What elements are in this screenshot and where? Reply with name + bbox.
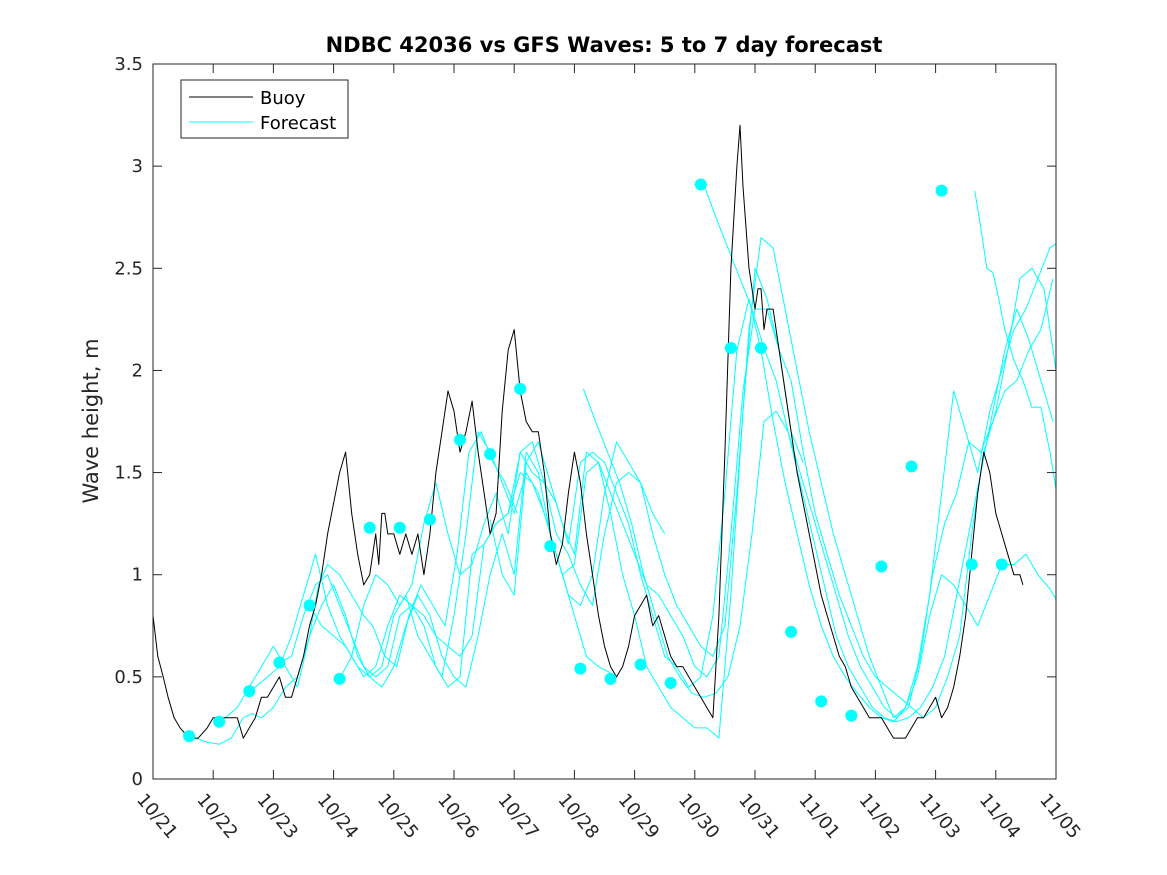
forecast-start-marker: [785, 625, 798, 638]
legend-buoy-label: Buoy: [260, 88, 306, 109]
forecast-start-marker: [514, 382, 527, 395]
y-tick-label: 0.5: [114, 667, 143, 688]
y-tick-label: 3: [132, 156, 143, 177]
forecast-start-marker: [935, 184, 948, 197]
forecast-start-marker: [724, 341, 737, 354]
chart-title: NDBC 42036 vs GFS Waves: 5 to 7 day fore…: [326, 33, 883, 57]
forecast-start-marker: [484, 448, 497, 461]
forecast-start-marker: [574, 662, 587, 675]
forecast-series-line: [703, 184, 1054, 723]
forecast-series-line: [974, 190, 1057, 489]
forecast-start-marker: [875, 560, 888, 573]
forecast-series-line: [309, 267, 1057, 719]
y-tick-label: 1: [132, 565, 143, 586]
forecast-series-line: [243, 441, 666, 692]
forecast-start-marker: [845, 709, 858, 722]
y-tick-label: 2.5: [114, 258, 143, 279]
forecast-start-marker: [965, 558, 978, 571]
legend-forecast-label: Forecast: [260, 113, 336, 134]
y-tick-label: 0: [132, 769, 143, 790]
forecast-start-marker: [664, 676, 677, 689]
forecast-start-marker: [815, 695, 828, 708]
y-tick-label: 1.5: [114, 463, 143, 484]
forecast-start-marker: [905, 460, 918, 473]
legend-box: [180, 79, 349, 139]
forecast-start-marker: [423, 513, 436, 526]
forecast-series-line: [213, 451, 611, 723]
forecast-start-marker: [544, 540, 557, 553]
series-layer: [152, 124, 1057, 745]
forecast-start-marker: [995, 558, 1008, 571]
y-axis-label: Wave height, m: [79, 338, 103, 503]
forecast-start-marker: [333, 672, 346, 685]
forecast-start-marker: [243, 685, 256, 698]
forecast-start-marker: [363, 521, 376, 534]
forecast-start-marker: [454, 433, 467, 446]
forecast-start-marker: [634, 658, 647, 671]
forecast-start-marker: [393, 521, 406, 534]
marker-layer: [183, 178, 1008, 743]
forecast-series-line: [582, 278, 1054, 719]
forecast-start-marker: [694, 178, 707, 191]
y-tick-label: 3.5: [114, 54, 143, 75]
forecast-start-marker: [755, 341, 768, 354]
y-tick-label: 2: [132, 360, 143, 381]
forecast-start-marker: [273, 656, 286, 669]
legend: Buoy Forecast: [180, 79, 349, 139]
forecast-start-marker: [213, 715, 226, 728]
forecast-start-marker: [303, 599, 316, 612]
forecast-start-marker: [604, 672, 617, 685]
forecast-series-line: [339, 237, 1057, 719]
buoy-series-line: [152, 124, 1024, 739]
axes-box: [152, 63, 1057, 780]
forecast-start-marker: [183, 730, 196, 743]
forecast-series-line: [185, 431, 518, 745]
